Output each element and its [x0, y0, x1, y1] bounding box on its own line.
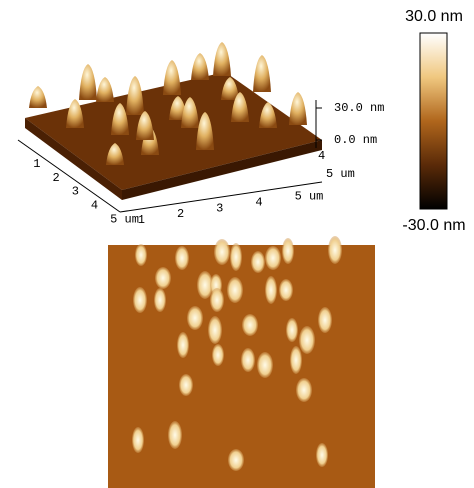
height-map-particle	[318, 307, 332, 333]
color-max-label: 30.0 nm	[405, 8, 463, 25]
surface-peak	[126, 76, 144, 115]
color-bar	[420, 33, 447, 209]
right-axis-label: 4	[318, 149, 325, 163]
height-map-particle	[135, 244, 147, 266]
height-map-particle	[316, 443, 328, 467]
height-map-particle	[210, 288, 224, 312]
height-map-particle	[133, 287, 147, 313]
height-map-particle	[257, 352, 273, 378]
height-map-particle	[290, 346, 302, 374]
left-axis-label: 3	[72, 185, 79, 199]
height-map-particle	[179, 374, 193, 396]
height-map-particle	[177, 332, 189, 358]
z-label: 0.0 nm	[334, 133, 377, 147]
height-map-particle	[187, 306, 203, 330]
height-map-particle	[132, 427, 144, 453]
surface-peak	[253, 55, 271, 92]
surface-peak	[66, 99, 84, 128]
surface-peak	[96, 77, 114, 102]
left-axis-label: 4	[91, 199, 98, 213]
front-axis-label: 5 um	[295, 190, 324, 204]
height-map-particle	[282, 238, 294, 264]
height-map-particle	[208, 316, 222, 344]
height-map-particle	[299, 326, 315, 354]
height-map-background	[108, 245, 375, 488]
height-map-particle	[228, 449, 244, 471]
height-map-particle	[328, 236, 342, 264]
height-map-particle	[227, 277, 243, 303]
surface-peak	[289, 92, 307, 125]
left-axis-label: 1	[33, 157, 40, 171]
height-map-particle	[241, 348, 255, 372]
surface-peak	[79, 64, 97, 100]
height-map-particle	[214, 239, 230, 265]
z-label: 30.0 nm	[334, 101, 384, 115]
height-map-particle	[265, 276, 277, 304]
front-axis-label: 1	[138, 213, 145, 227]
height-map-particle	[296, 378, 312, 402]
height-map-particle	[212, 344, 224, 366]
height-map-particle	[242, 314, 258, 336]
height-map-particle	[251, 251, 265, 273]
front-axis-label: 4	[255, 195, 262, 209]
front-axis-label: 3	[216, 201, 223, 215]
height-map-particle	[154, 288, 166, 312]
surface-peak	[213, 42, 231, 76]
surface-peak	[163, 60, 181, 95]
height-map-particle	[286, 318, 298, 342]
height-map-particle	[265, 246, 281, 270]
height-map-particle	[230, 243, 242, 271]
right-axis-label: 5 um	[326, 167, 355, 181]
height-map-particle	[155, 267, 171, 289]
left-axis-label: 2	[52, 171, 59, 185]
surface-peak	[29, 86, 47, 108]
color-min-label: -30.0 nm	[402, 217, 465, 234]
height-map-particle	[279, 279, 293, 301]
left-axis-label: 5 um	[110, 212, 139, 226]
height-map-particle	[175, 246, 189, 270]
figure: 30.0 nm -30.0 nm 30.0 nm 0.0 nm 4 5 um 1…	[0, 0, 474, 488]
height-map	[108, 236, 375, 488]
height-map-particle	[168, 421, 182, 449]
front-axis-label: 2	[177, 207, 184, 221]
surface-peak	[191, 53, 209, 80]
